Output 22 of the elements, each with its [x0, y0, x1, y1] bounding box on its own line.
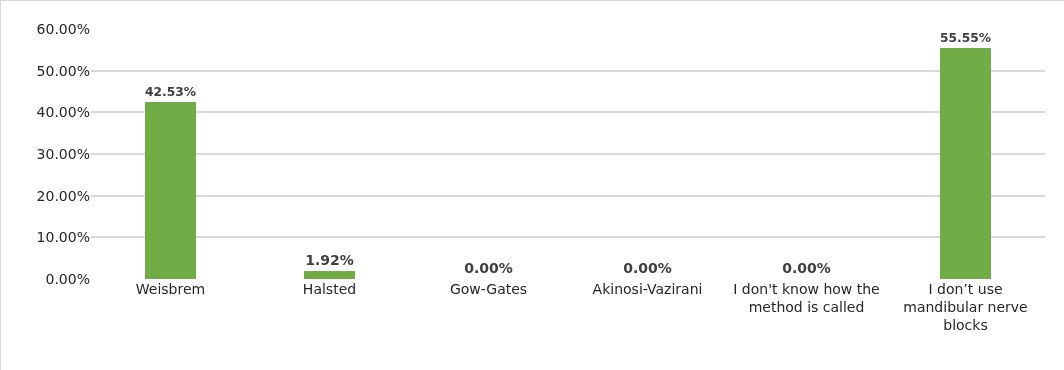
x-tick-label: Gow-Gates [449, 281, 528, 297]
y-tick-label: 50.00% [36, 62, 90, 79]
y-tick-label: 40.00% [36, 104, 90, 121]
bar [940, 48, 991, 279]
bar [304, 271, 355, 279]
x-tick-label: Halsted [302, 281, 357, 297]
x-tick-label: I don't know how the method is called [733, 281, 880, 316]
data-label: 0.00% [782, 260, 831, 276]
data-label: 42.53% [145, 85, 196, 100]
x-tick-label: I don’t use mandibular nerve blocks [903, 281, 1028, 334]
y-tick-label: 60.00% [36, 20, 90, 37]
x-tick-label: Akinosi-Vazirani [592, 281, 703, 297]
y-tick-label: 30.00% [36, 145, 90, 162]
y-tick-label: 10.00% [36, 229, 90, 246]
bar [145, 102, 196, 279]
data-label: 0.00% [623, 260, 672, 276]
data-label: 55.55% [940, 31, 991, 46]
data-label: 0.00% [464, 260, 513, 276]
y-tick-label: 0.00% [45, 270, 90, 287]
y-tick-label: 20.00% [36, 187, 90, 204]
x-tick-label: Weisbrem [135, 281, 206, 297]
data-label: 1.92% [305, 252, 354, 268]
